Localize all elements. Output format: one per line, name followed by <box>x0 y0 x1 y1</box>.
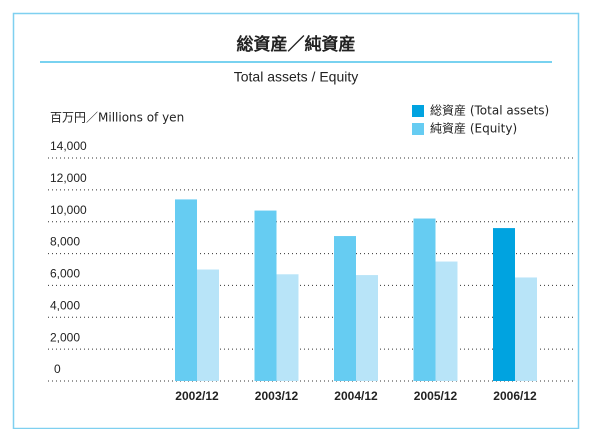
bar <box>175 199 197 381</box>
y-axis-label: 百万円／Millions of yen <box>50 111 184 125</box>
bar <box>435 261 458 381</box>
y-tick-label: 4,000 <box>50 298 80 312</box>
bar <box>356 275 378 381</box>
bar <box>254 210 277 381</box>
bar <box>515 277 537 381</box>
bar <box>276 274 299 381</box>
legend-label: 総資産 (Total assets) <box>430 103 549 118</box>
legend-swatch <box>412 123 424 135</box>
y-tick-label: 12,000 <box>50 171 87 185</box>
x-tick-label: 2003/12 <box>255 389 299 403</box>
y-tick-label: 8,000 <box>50 235 80 249</box>
y-tick-label: 10,000 <box>50 203 87 217</box>
bar <box>197 269 219 381</box>
x-tick-label: 2004/12 <box>334 389 378 403</box>
y-tick-label: 2,000 <box>50 330 80 344</box>
y-tick-label: 14,000 <box>50 139 87 153</box>
chart-title: 総資産／純資産 <box>237 34 356 55</box>
x-tick-label: 2006/12 <box>493 389 537 403</box>
bar <box>413 218 436 381</box>
x-tick-label: 2002/12 <box>175 389 219 403</box>
y-tick-label: 6,000 <box>50 267 80 281</box>
legend-swatch <box>412 105 424 117</box>
legend-label: 純資産 (Equity) <box>430 121 517 136</box>
y-tick-label: 0 <box>54 362 61 376</box>
x-tick-label: 2005/12 <box>414 389 458 403</box>
chart-subtitle: Total assets / Equity <box>234 69 359 85</box>
bar <box>334 236 356 381</box>
bar <box>493 228 515 381</box>
